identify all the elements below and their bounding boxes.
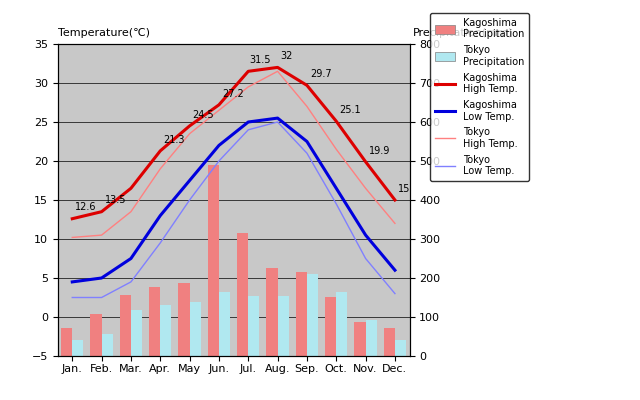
- Bar: [90, 314, 102, 356]
- Bar: [61, 328, 72, 356]
- Bar: [355, 322, 365, 356]
- Bar: [248, 296, 259, 356]
- Text: 19.9: 19.9: [369, 146, 390, 156]
- Bar: [131, 310, 142, 356]
- Text: 13.5: 13.5: [104, 196, 126, 206]
- Bar: [336, 292, 348, 356]
- Bar: [72, 340, 83, 356]
- Bar: [384, 328, 395, 356]
- Text: 32: 32: [280, 51, 293, 61]
- Bar: [149, 287, 160, 356]
- Bar: [237, 233, 248, 356]
- Text: 27.2: 27.2: [222, 88, 244, 98]
- Text: 24.5: 24.5: [193, 110, 214, 120]
- Bar: [278, 296, 289, 356]
- Bar: [325, 297, 336, 356]
- Text: Temperature(℃): Temperature(℃): [58, 28, 150, 38]
- Bar: [395, 340, 406, 356]
- Text: 31.5: 31.5: [250, 55, 271, 65]
- Bar: [102, 334, 113, 356]
- Text: 21.3: 21.3: [163, 135, 185, 145]
- Legend: Kagoshima
Precipitation, Tokyo
Precipitation, Kagoshima
High Temp., Kagoshima
Lo: Kagoshima Precipitation, Tokyo Precipita…: [431, 13, 529, 181]
- Text: 15: 15: [398, 184, 410, 194]
- Text: 25.1: 25.1: [339, 105, 361, 115]
- Bar: [120, 295, 131, 356]
- Text: Precipitation(mm): Precipitation(mm): [413, 28, 513, 38]
- Bar: [179, 284, 189, 356]
- Bar: [160, 304, 172, 356]
- Bar: [365, 320, 377, 356]
- Bar: [307, 274, 318, 356]
- Text: 12.6: 12.6: [76, 202, 97, 212]
- Bar: [296, 272, 307, 356]
- Text: 29.7: 29.7: [310, 69, 332, 79]
- Bar: [189, 302, 201, 356]
- Bar: [208, 165, 219, 356]
- Bar: [219, 292, 230, 356]
- Bar: [266, 268, 278, 356]
